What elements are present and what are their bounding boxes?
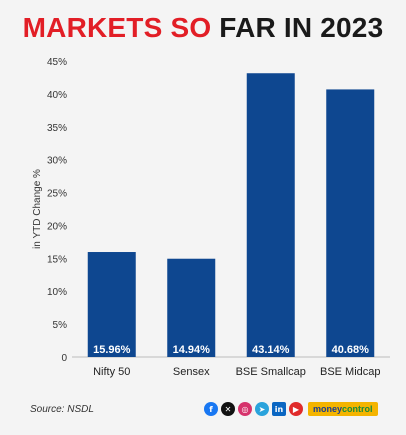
x-icon[interactable]: ✕: [221, 402, 235, 416]
y-tick-label: 20%: [47, 221, 67, 232]
linkedin-icon[interactable]: in: [272, 402, 286, 416]
chart-title-rest: FAR IN 2023: [211, 12, 384, 43]
bar: [87, 252, 136, 357]
x-tick-label: Nifty 50: [93, 366, 130, 378]
chart-title: MARKETS SO FAR IN 2023: [0, 12, 406, 44]
bar: [246, 73, 295, 357]
social-icons: f ✕ ◎ ➤ in ▶ moneycontrol: [204, 402, 378, 416]
y-tick-label: 5%: [53, 320, 68, 331]
bar-value-label: 40.68%: [332, 344, 370, 356]
x-tick-label: BSE Midcap: [320, 366, 381, 378]
moneycontrol-logo[interactable]: moneycontrol: [308, 402, 378, 416]
y-tick-label: 25%: [47, 189, 67, 200]
y-tick-label: 0: [61, 353, 67, 364]
y-tick-label: 35%: [47, 123, 67, 134]
x-tick-label: BSE Smallcap: [236, 366, 306, 378]
brand-part1: money: [313, 404, 343, 414]
y-tick-label: 10%: [47, 287, 67, 298]
chart-title-highlight: MARKETS SO: [22, 12, 212, 43]
brand-part2: control: [342, 404, 373, 414]
y-axis-label: in YTD Change %: [32, 169, 43, 249]
source-note: Source: NSDL: [30, 404, 94, 415]
x-tick-label: Sensex: [173, 366, 210, 378]
y-tick-label: 45%: [47, 57, 67, 68]
instagram-icon[interactable]: ◎: [238, 402, 252, 416]
bar-value-label: 14.94%: [173, 344, 211, 356]
facebook-icon[interactable]: f: [204, 402, 218, 416]
bar: [167, 258, 216, 357]
telegram-icon[interactable]: ➤: [255, 402, 269, 416]
youtube-icon[interactable]: ▶: [289, 402, 303, 416]
bar-value-label: 43.14%: [252, 344, 290, 356]
bar: [326, 89, 375, 357]
bar-value-label: 15.96%: [93, 344, 131, 356]
y-tick-label: 15%: [47, 254, 67, 265]
y-tick-label: 30%: [47, 156, 67, 167]
y-tick-label: 40%: [47, 90, 67, 101]
